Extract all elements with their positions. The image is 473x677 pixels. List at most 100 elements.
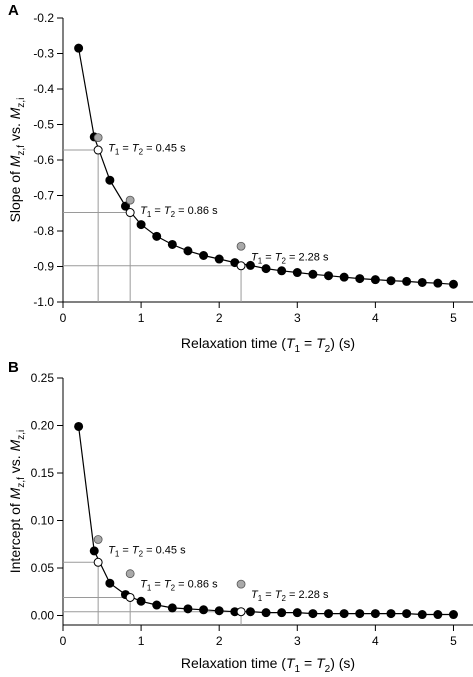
annotation-value: = 0.86 s	[175, 579, 218, 591]
annotation-t2: T	[275, 251, 283, 263]
y-tick-label: 0.25	[31, 371, 55, 385]
data-point	[261, 264, 271, 274]
open-point	[236, 261, 246, 271]
annotation-eq: =	[151, 579, 164, 591]
point-annotation: T1 = T2 = 0.45 s	[108, 545, 186, 559]
open-point	[93, 145, 103, 155]
annotation-value: = 0.86 s	[175, 205, 218, 217]
data-point	[152, 600, 162, 610]
x-axis-label: Relaxation time (T1 = T2) (s)	[181, 335, 355, 355]
data-point	[120, 201, 130, 211]
data-point	[433, 610, 443, 620]
annotation-sub1: 1	[147, 584, 152, 593]
x-axis-label-tail: ) (s)	[330, 655, 355, 671]
x-axis-label-sub2: 2	[325, 664, 331, 675]
panel-b: B 0 1 2 3 4 5 0.00 0.05 0.10 0.15 0.20 0.25 Relaxatio…	[7, 359, 473, 675]
data-point	[245, 607, 255, 617]
x-axis-label-main: Relaxation time (	[181, 335, 286, 351]
x-tick-label: 3	[294, 311, 301, 325]
annotation-sub1: 1	[258, 594, 263, 603]
data-point	[417, 277, 427, 287]
gray-point	[236, 241, 246, 251]
gray-point	[125, 195, 135, 205]
data-point	[136, 220, 146, 230]
x-axis-label: Relaxation time (T1 = T2) (s)	[181, 655, 355, 675]
y-tick-label: 0.05	[31, 561, 55, 575]
x-axis-label-main: Relaxation time (	[181, 655, 286, 671]
x-tick-label: 5	[450, 311, 457, 325]
annotation-sub2: 2	[282, 256, 287, 265]
annotation-t2: T	[164, 205, 172, 217]
data-point	[277, 608, 287, 618]
data-point	[292, 608, 302, 618]
open-point	[125, 592, 135, 602]
annotation-t1: T	[108, 143, 116, 155]
y-axis-label-m1: M	[7, 155, 23, 167]
data-point	[355, 274, 365, 284]
x-tick-label: 0	[60, 311, 67, 325]
data-point	[89, 546, 99, 556]
panel-letter: B	[8, 359, 19, 376]
point-annotation: T1 = T2 = 0.86 s	[140, 205, 218, 219]
open-point	[125, 208, 135, 218]
point-annotation: T1 = T2 = 0.45 s	[108, 143, 186, 157]
data-point	[402, 276, 412, 286]
x-axis-label-sub1: 1	[295, 664, 301, 675]
y-tick-label: -0.5	[33, 118, 54, 132]
annotation-t2: T	[164, 579, 172, 591]
x-tick-label: 4	[372, 311, 379, 325]
data-point	[386, 609, 396, 619]
y-tick-label: 0.15	[31, 466, 55, 480]
data-point	[417, 610, 427, 620]
data-point	[167, 603, 177, 613]
y-tick-label: -0.6	[33, 153, 54, 167]
series-line	[78, 48, 454, 285]
data-point	[386, 276, 396, 286]
y-axis-label-pre: Intercept of	[7, 499, 23, 573]
annotation-value: = 2.28 s	[286, 251, 329, 263]
annotation-sub2: 2	[171, 210, 176, 219]
y-tick-label: 0.20	[31, 419, 55, 433]
annotation-eq: =	[262, 589, 275, 601]
annotation-sub1: 1	[115, 148, 120, 157]
data-point	[245, 260, 255, 270]
annotation-sub1: 1	[147, 210, 152, 219]
data-point	[292, 268, 302, 278]
x-axis-label-eq: =	[300, 655, 316, 671]
y-tick-label: -0.3	[33, 47, 54, 61]
y-axis-label-mid: vs.	[7, 119, 23, 145]
x-tick-label: 0	[60, 634, 67, 648]
data-point	[448, 279, 458, 289]
annotation-t1: T	[108, 545, 116, 557]
panel-letter: A	[8, 2, 19, 19]
point-annotation: T1 = T2 = 2.28 s	[251, 251, 329, 265]
y-axis-label-sub1: z,f	[16, 477, 27, 488]
data-point	[152, 231, 162, 241]
data-point	[370, 609, 380, 619]
x-axis-label-t1: T	[286, 655, 296, 671]
annotation-t1: T	[140, 205, 148, 217]
annotation-sub2: 2	[171, 584, 176, 593]
gray-point	[125, 569, 135, 579]
x-axis-label-sub1: 1	[295, 344, 301, 355]
x-tick-label: 3	[294, 634, 301, 648]
annotation-eq: =	[119, 545, 132, 557]
data-point	[214, 606, 224, 616]
data-point	[324, 609, 334, 619]
data-point	[402, 609, 412, 619]
annotation-value: = 0.45 s	[143, 545, 186, 557]
annotation-sub2: 2	[139, 550, 144, 559]
data-point	[355, 609, 365, 619]
annotation-t2: T	[132, 545, 140, 557]
data-point	[183, 604, 193, 614]
data-point	[339, 609, 349, 619]
x-axis-label-t2: T	[316, 655, 326, 671]
panel-a: A 0 1 2 3 4 5 -0.2 -0.3 -0.4 -0.5 -0.6 -0.7 -0.8 -0.9 -…	[7, 2, 473, 355]
data-point	[74, 421, 84, 431]
y-tick-label: -0.8	[33, 224, 54, 238]
gray-point	[93, 535, 103, 544]
annotation-eq: =	[262, 251, 275, 263]
y-axis-label-pre: Slope of	[7, 167, 23, 222]
annotation-value: = 2.28 s	[286, 589, 329, 601]
y-tick-label: -0.2	[33, 11, 54, 25]
